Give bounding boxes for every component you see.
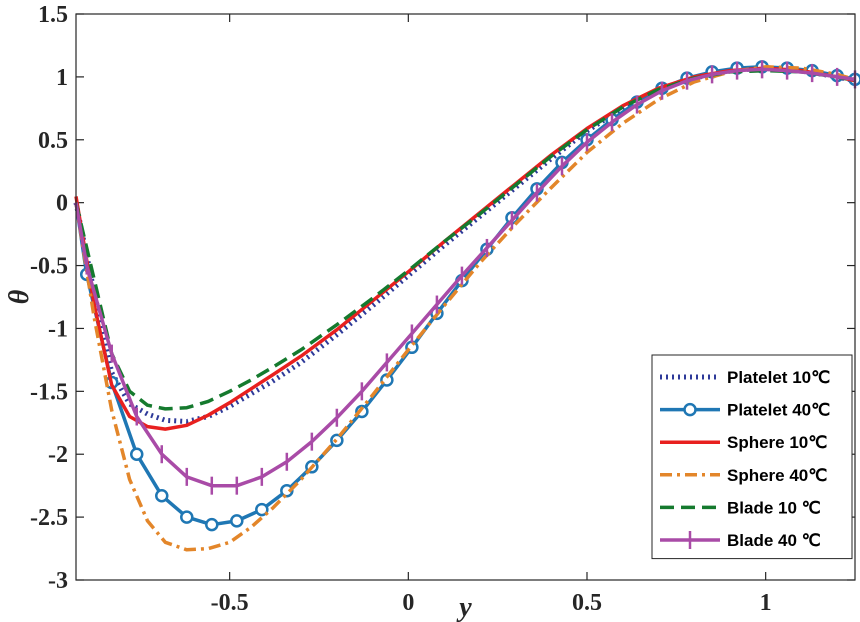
series-6 [74, 60, 857, 495]
y-tick-label: -2.5 [30, 505, 68, 531]
y-tick-label: -1 [48, 316, 68, 342]
y-tick-label: 1.5 [38, 2, 68, 28]
data-point [129, 447, 144, 461]
legend: Platelet 10℃ Platelet 40℃ Sphere 10℃ Sphere… [651, 354, 853, 560]
legend-box [651, 354, 853, 560]
legend-item: Blade 10 ℃ [660, 498, 821, 517]
x-axis-label: y [456, 592, 472, 622]
legend-label: Platelet 10℃ [727, 368, 830, 387]
data-point [330, 433, 344, 448]
legend-label: Blade 10 ℃ [727, 498, 821, 517]
legend-label: Sphere 10℃ [727, 433, 827, 452]
y-tick-label: -2 [48, 442, 68, 468]
x-tick-label: 0.5 [572, 590, 602, 616]
y-axis-ticks: 1.5 1 0.5 0 -0.5 -1 -1.5 -2 -2.5 -3 [30, 2, 855, 594]
legend-item: Sphere 40℃ [660, 466, 827, 485]
legend-marker [683, 402, 697, 417]
legend-label: Blade 40 ℃ [727, 531, 821, 550]
plot-frame [75, 13, 856, 581]
data-point [230, 514, 244, 528]
x-tick-label: -0.5 [211, 590, 249, 616]
data-point [205, 517, 219, 532]
series-line [74, 65, 856, 552]
legend-label: Sphere 40℃ [727, 466, 827, 485]
y-tick-label: -1.5 [30, 379, 68, 405]
legend-item: Sphere 10℃ [660, 433, 827, 452]
x-tick-label: 1 [760, 590, 772, 616]
plot-series [73, 60, 860, 552]
x-tick-label: 0 [402, 590, 414, 616]
y-tick-label: 0 [56, 191, 68, 217]
y-tick-label: 0.5 [38, 128, 68, 154]
y-tick-label: -0.5 [30, 254, 68, 280]
legend-item: Blade 40 ℃ [660, 531, 821, 550]
legend-item: Platelet 10℃ [660, 368, 830, 387]
legend-item: Platelet 40℃ [660, 401, 830, 420]
data-point [155, 488, 169, 503]
y-tick-label: -3 [48, 568, 68, 594]
data-point [255, 502, 269, 517]
data-point [180, 510, 194, 524]
x-axis-ticks: -0.5 0 0.5 1 [211, 14, 772, 616]
y-axis-label: θ [4, 289, 35, 304]
series-4 [74, 65, 856, 552]
y-tick-label: 1 [56, 65, 68, 91]
legend-label: Platelet 40℃ [727, 401, 830, 420]
